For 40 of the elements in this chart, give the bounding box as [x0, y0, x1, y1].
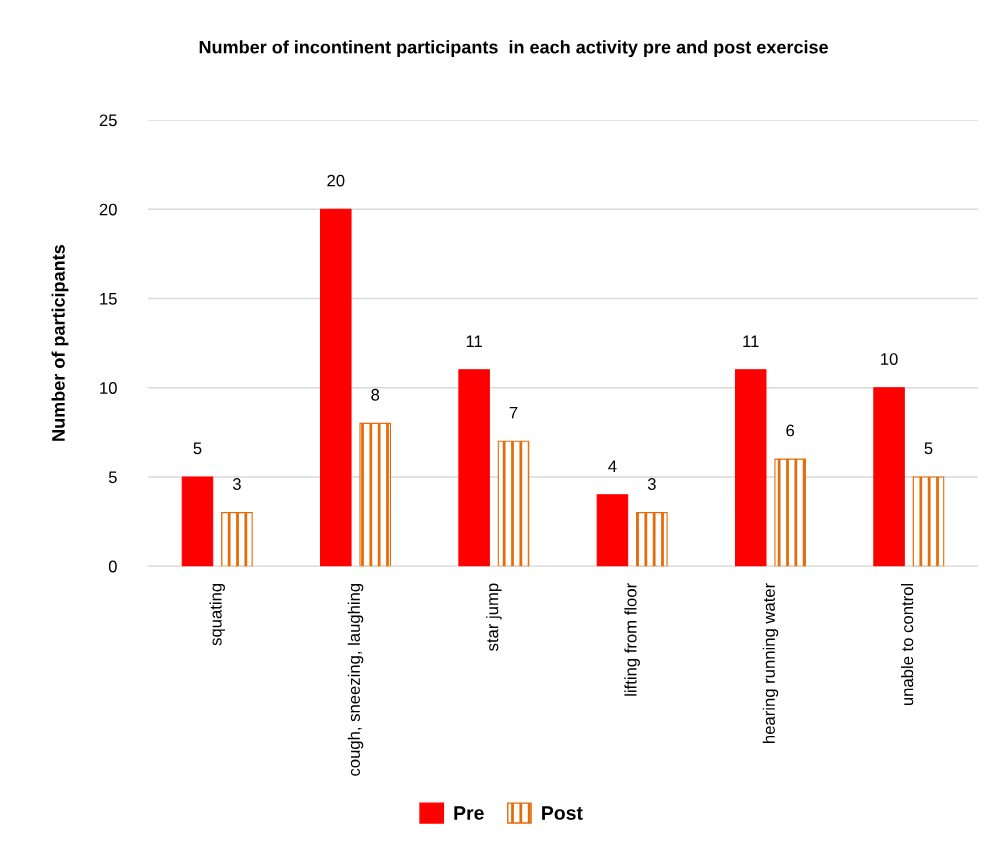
- bar: [458, 369, 490, 567]
- bar: [497, 440, 530, 567]
- bar: [873, 387, 905, 567]
- data-label: 5: [193, 442, 202, 455]
- bar: [359, 422, 391, 567]
- legend-label: Pre: [454, 806, 484, 820]
- x-tick-label: hearing running water: [762, 583, 779, 743]
- data-label: 10: [881, 353, 898, 365]
- y-tick-label: 25: [99, 114, 117, 127]
- y-tick-label: 5: [108, 471, 117, 484]
- bar: [596, 494, 629, 567]
- bar: [774, 458, 806, 567]
- data-label: 11: [743, 335, 759, 347]
- x-tick-label: lifting from floor: [624, 583, 640, 696]
- bar: [734, 369, 767, 567]
- chart-title: Number of incontinent participants in each activity pre and post exercise: [199, 40, 828, 58]
- bar: [221, 512, 253, 567]
- data-label: 3: [232, 478, 241, 490]
- data-label: 11: [466, 335, 482, 347]
- data-label: 3: [647, 478, 656, 490]
- bar: [181, 476, 214, 567]
- y-tick-label: 10: [100, 382, 117, 394]
- data-label: 8: [371, 388, 380, 401]
- data-label: 7: [509, 406, 518, 419]
- bar: [636, 512, 668, 567]
- data-label: 6: [786, 424, 795, 437]
- y-axis-title: Number of participants: [51, 245, 69, 441]
- y-tick-label: 20: [99, 203, 117, 216]
- data-label: 5: [924, 442, 933, 455]
- bar: [320, 208, 352, 567]
- x-tick-label: unable to control: [901, 583, 914, 706]
- x-tick-label: cough, sneezing, laughing: [347, 583, 364, 776]
- y-tick-label: 15: [100, 293, 117, 305]
- x-tick-label: star jump: [486, 583, 502, 651]
- data-label: 4: [608, 460, 617, 472]
- bar: [912, 476, 945, 567]
- legend-label: Post: [542, 806, 583, 820]
- x-tick-label: squating: [209, 583, 225, 646]
- data-label: 20: [327, 174, 345, 187]
- y-tick-label: 0: [108, 560, 117, 573]
